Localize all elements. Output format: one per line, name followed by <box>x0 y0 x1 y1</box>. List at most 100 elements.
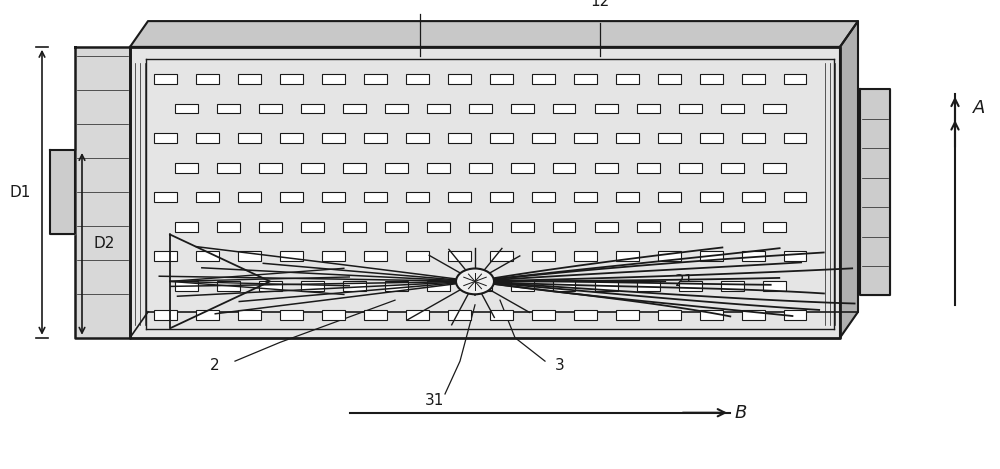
Bar <box>637 281 660 291</box>
Bar <box>532 192 554 202</box>
Bar <box>238 251 260 261</box>
Bar <box>679 163 702 173</box>
Bar <box>763 222 786 232</box>
Bar <box>742 133 765 143</box>
Bar <box>700 133 722 143</box>
Bar <box>490 133 512 143</box>
Bar <box>637 163 660 173</box>
Bar <box>763 104 786 113</box>
Bar <box>280 74 302 84</box>
Bar <box>385 281 408 291</box>
Bar <box>616 192 639 202</box>
Bar <box>574 192 596 202</box>
Bar <box>364 310 386 320</box>
Bar <box>469 104 492 113</box>
Polygon shape <box>840 21 858 338</box>
Text: 2: 2 <box>210 358 220 373</box>
Bar <box>658 133 680 143</box>
Bar <box>238 74 260 84</box>
Polygon shape <box>75 47 130 338</box>
Bar <box>322 251 344 261</box>
Bar <box>238 310 260 320</box>
Bar <box>196 74 218 84</box>
Bar <box>322 310 344 320</box>
Text: 31: 31 <box>425 393 445 408</box>
Bar <box>280 310 302 320</box>
Bar <box>364 74 386 84</box>
Bar <box>721 163 744 173</box>
Bar <box>385 163 408 173</box>
Bar <box>763 163 786 173</box>
Bar <box>217 104 240 113</box>
Bar <box>385 104 408 113</box>
Text: 3: 3 <box>555 358 565 373</box>
Bar <box>364 192 386 202</box>
Bar <box>175 281 198 291</box>
Bar <box>259 163 282 173</box>
Bar <box>448 251 471 261</box>
Bar <box>595 104 618 113</box>
Bar <box>721 281 744 291</box>
Bar <box>679 281 702 291</box>
Bar <box>364 251 386 261</box>
Bar <box>427 163 450 173</box>
Bar <box>196 192 218 202</box>
Bar <box>343 222 366 232</box>
Bar <box>574 310 596 320</box>
Bar <box>427 281 450 291</box>
Bar <box>679 222 702 232</box>
Bar <box>469 222 492 232</box>
Bar <box>511 222 534 232</box>
Bar <box>259 104 282 113</box>
Bar <box>616 310 639 320</box>
Bar <box>427 104 450 113</box>
Bar <box>784 251 806 261</box>
Bar <box>511 281 534 291</box>
Bar <box>406 133 428 143</box>
Bar <box>679 104 702 113</box>
Bar <box>259 222 282 232</box>
Bar <box>553 104 575 113</box>
Bar <box>784 310 806 320</box>
Bar <box>532 310 554 320</box>
Bar <box>175 104 198 113</box>
Bar <box>637 104 660 113</box>
Text: D2: D2 <box>93 236 115 251</box>
Bar <box>784 133 806 143</box>
Bar <box>322 192 344 202</box>
Bar <box>238 192 260 202</box>
Bar <box>154 74 177 84</box>
Bar <box>742 74 765 84</box>
Bar <box>595 222 618 232</box>
Bar <box>406 192 428 202</box>
Polygon shape <box>130 21 858 47</box>
Bar <box>217 163 240 173</box>
Bar <box>511 104 534 113</box>
Bar <box>700 74 722 84</box>
Bar <box>490 74 512 84</box>
Bar <box>784 74 806 84</box>
Bar <box>385 222 408 232</box>
Bar <box>175 222 198 232</box>
Text: A: A <box>973 99 985 117</box>
Bar <box>763 281 786 291</box>
Bar <box>700 192 722 202</box>
Bar <box>175 163 198 173</box>
Bar <box>490 192 512 202</box>
Bar <box>742 192 765 202</box>
Text: D1: D1 <box>9 185 31 200</box>
Bar <box>532 74 554 84</box>
Bar <box>595 163 618 173</box>
Bar <box>721 222 744 232</box>
Bar <box>259 281 282 291</box>
Bar <box>301 281 324 291</box>
Bar <box>553 163 575 173</box>
Bar <box>532 251 554 261</box>
Bar <box>280 192 302 202</box>
Bar <box>322 74 344 84</box>
Bar <box>406 251 428 261</box>
Bar <box>490 251 512 261</box>
Bar <box>196 310 218 320</box>
Bar <box>553 222 575 232</box>
Bar <box>154 310 177 320</box>
